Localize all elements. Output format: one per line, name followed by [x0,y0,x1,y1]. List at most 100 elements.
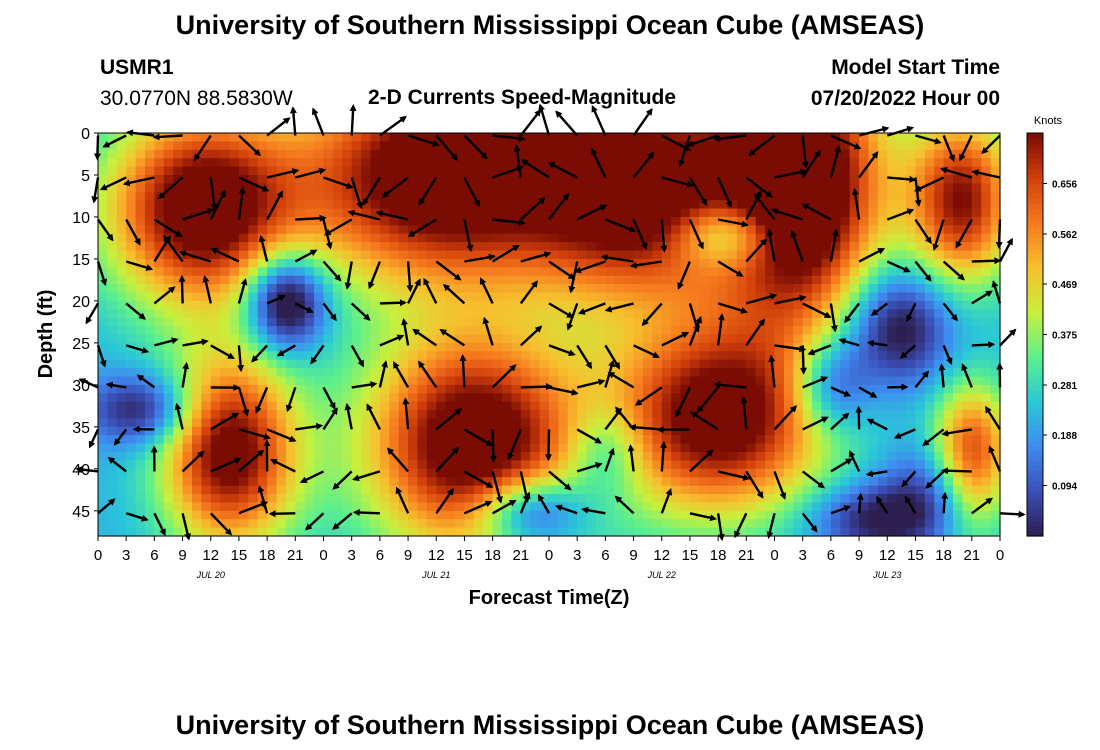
heatmap-cell [520,284,531,294]
heatmap-cell [727,351,738,361]
current-vector-arrow [914,370,930,389]
heatmap-cell [906,242,917,252]
heatmap-cell [323,485,334,495]
heatmap-cell [238,317,249,327]
heatmap-cell [483,460,494,470]
heatmap-cell [558,519,569,529]
heatmap-cell [689,368,700,378]
heatmap-cell [981,141,992,151]
heatmap-cell [774,342,785,352]
heatmap-cell [530,410,541,420]
heatmap-cell [718,460,729,470]
heatmap-cell [802,309,813,319]
heatmap-cell [924,468,935,478]
heatmap-cell [990,216,1001,226]
heatmap-cell [689,242,700,252]
heatmap-cell [285,174,296,184]
heatmap-cell [135,443,146,453]
heatmap-cell [342,477,353,487]
heatmap-cell [736,460,747,470]
heatmap-cell [868,401,879,411]
heatmap-cell [981,208,992,218]
heatmap-cell [934,334,945,344]
heatmap-cell [812,216,823,226]
heatmap-cell [624,376,635,386]
heatmap-cell [642,133,653,142]
heatmap-cell [154,351,165,361]
heatmap-cell [567,418,578,428]
heatmap-cell [389,519,400,529]
heatmap-cell [539,477,550,487]
heatmap-cell [906,342,917,352]
heatmap-cell [727,149,738,159]
heatmap-cell [107,401,118,411]
heatmap-cell [614,141,625,151]
heatmap-cell [351,410,362,420]
current-vector-arrow [614,495,635,515]
heatmap-cell [520,460,531,470]
heatmap-cell [191,443,202,453]
heatmap-cell [671,359,682,369]
heatmap-cell [652,468,663,478]
heatmap-cell [755,258,766,268]
heatmap-cell [642,292,653,302]
current-vector-arrow [886,208,915,221]
heatmap-cell [971,284,982,294]
heatmap-cell [248,242,259,252]
current-vector-arrow [323,176,354,189]
heatmap-cell [248,477,259,487]
heatmap-cell [642,208,653,218]
heatmap-cell [558,342,569,352]
heatmap-cell [238,326,249,336]
heatmap-cell [436,275,447,285]
current-vector-arrow [961,363,973,388]
heatmap-cell [971,233,982,243]
current-vector-arrow [876,495,889,514]
heatmap-cell [436,510,447,520]
heatmap-cell [389,435,400,445]
heatmap-cell [746,477,757,487]
heatmap-cell [492,183,503,193]
heatmap-cell [755,334,766,344]
heatmap-cell [962,502,973,512]
heatmap-cell [896,141,907,151]
heatmap-cell [389,225,400,235]
heatmap-cell [332,284,343,294]
heatmap-cell [483,174,494,184]
heatmap-cell [708,334,719,344]
heatmap-cell [652,359,663,369]
heatmap-cell [379,426,390,436]
heatmap-cell [276,410,287,420]
heatmap-cell [304,351,315,361]
heatmap-cell [783,435,794,445]
heatmap-cell [144,401,155,411]
heatmap-cell [652,300,663,310]
heatmap-cell [633,149,644,159]
heatmap-cell [173,376,184,386]
heatmap-cell [163,351,174,361]
heatmap-cell [201,443,212,453]
heatmap-cell [774,494,785,504]
heatmap-cell [859,435,870,445]
heatmap-cell [595,200,606,210]
current-vector-arrow [717,177,733,209]
heatmap-cell [455,494,466,504]
heatmap-cell [652,275,663,285]
heatmap-cell [539,519,550,529]
heatmap-cell [971,477,982,487]
heatmap-cell [680,166,691,176]
heatmap-cell [332,401,343,411]
heatmap-cell [248,250,259,260]
heatmap-cell [736,359,747,369]
heatmap-cell [633,460,644,470]
heatmap-cell [520,477,531,487]
heatmap-cell [793,233,804,243]
heatmap-cell [417,443,428,453]
heatmap-cell [652,317,663,327]
heatmap-cell [389,300,400,310]
heatmap-cell [765,309,776,319]
current-vector-arrow [971,169,1001,179]
heatmap-cell [990,494,1001,504]
heatmap-cell [567,200,578,210]
heatmap-cell [718,191,729,201]
